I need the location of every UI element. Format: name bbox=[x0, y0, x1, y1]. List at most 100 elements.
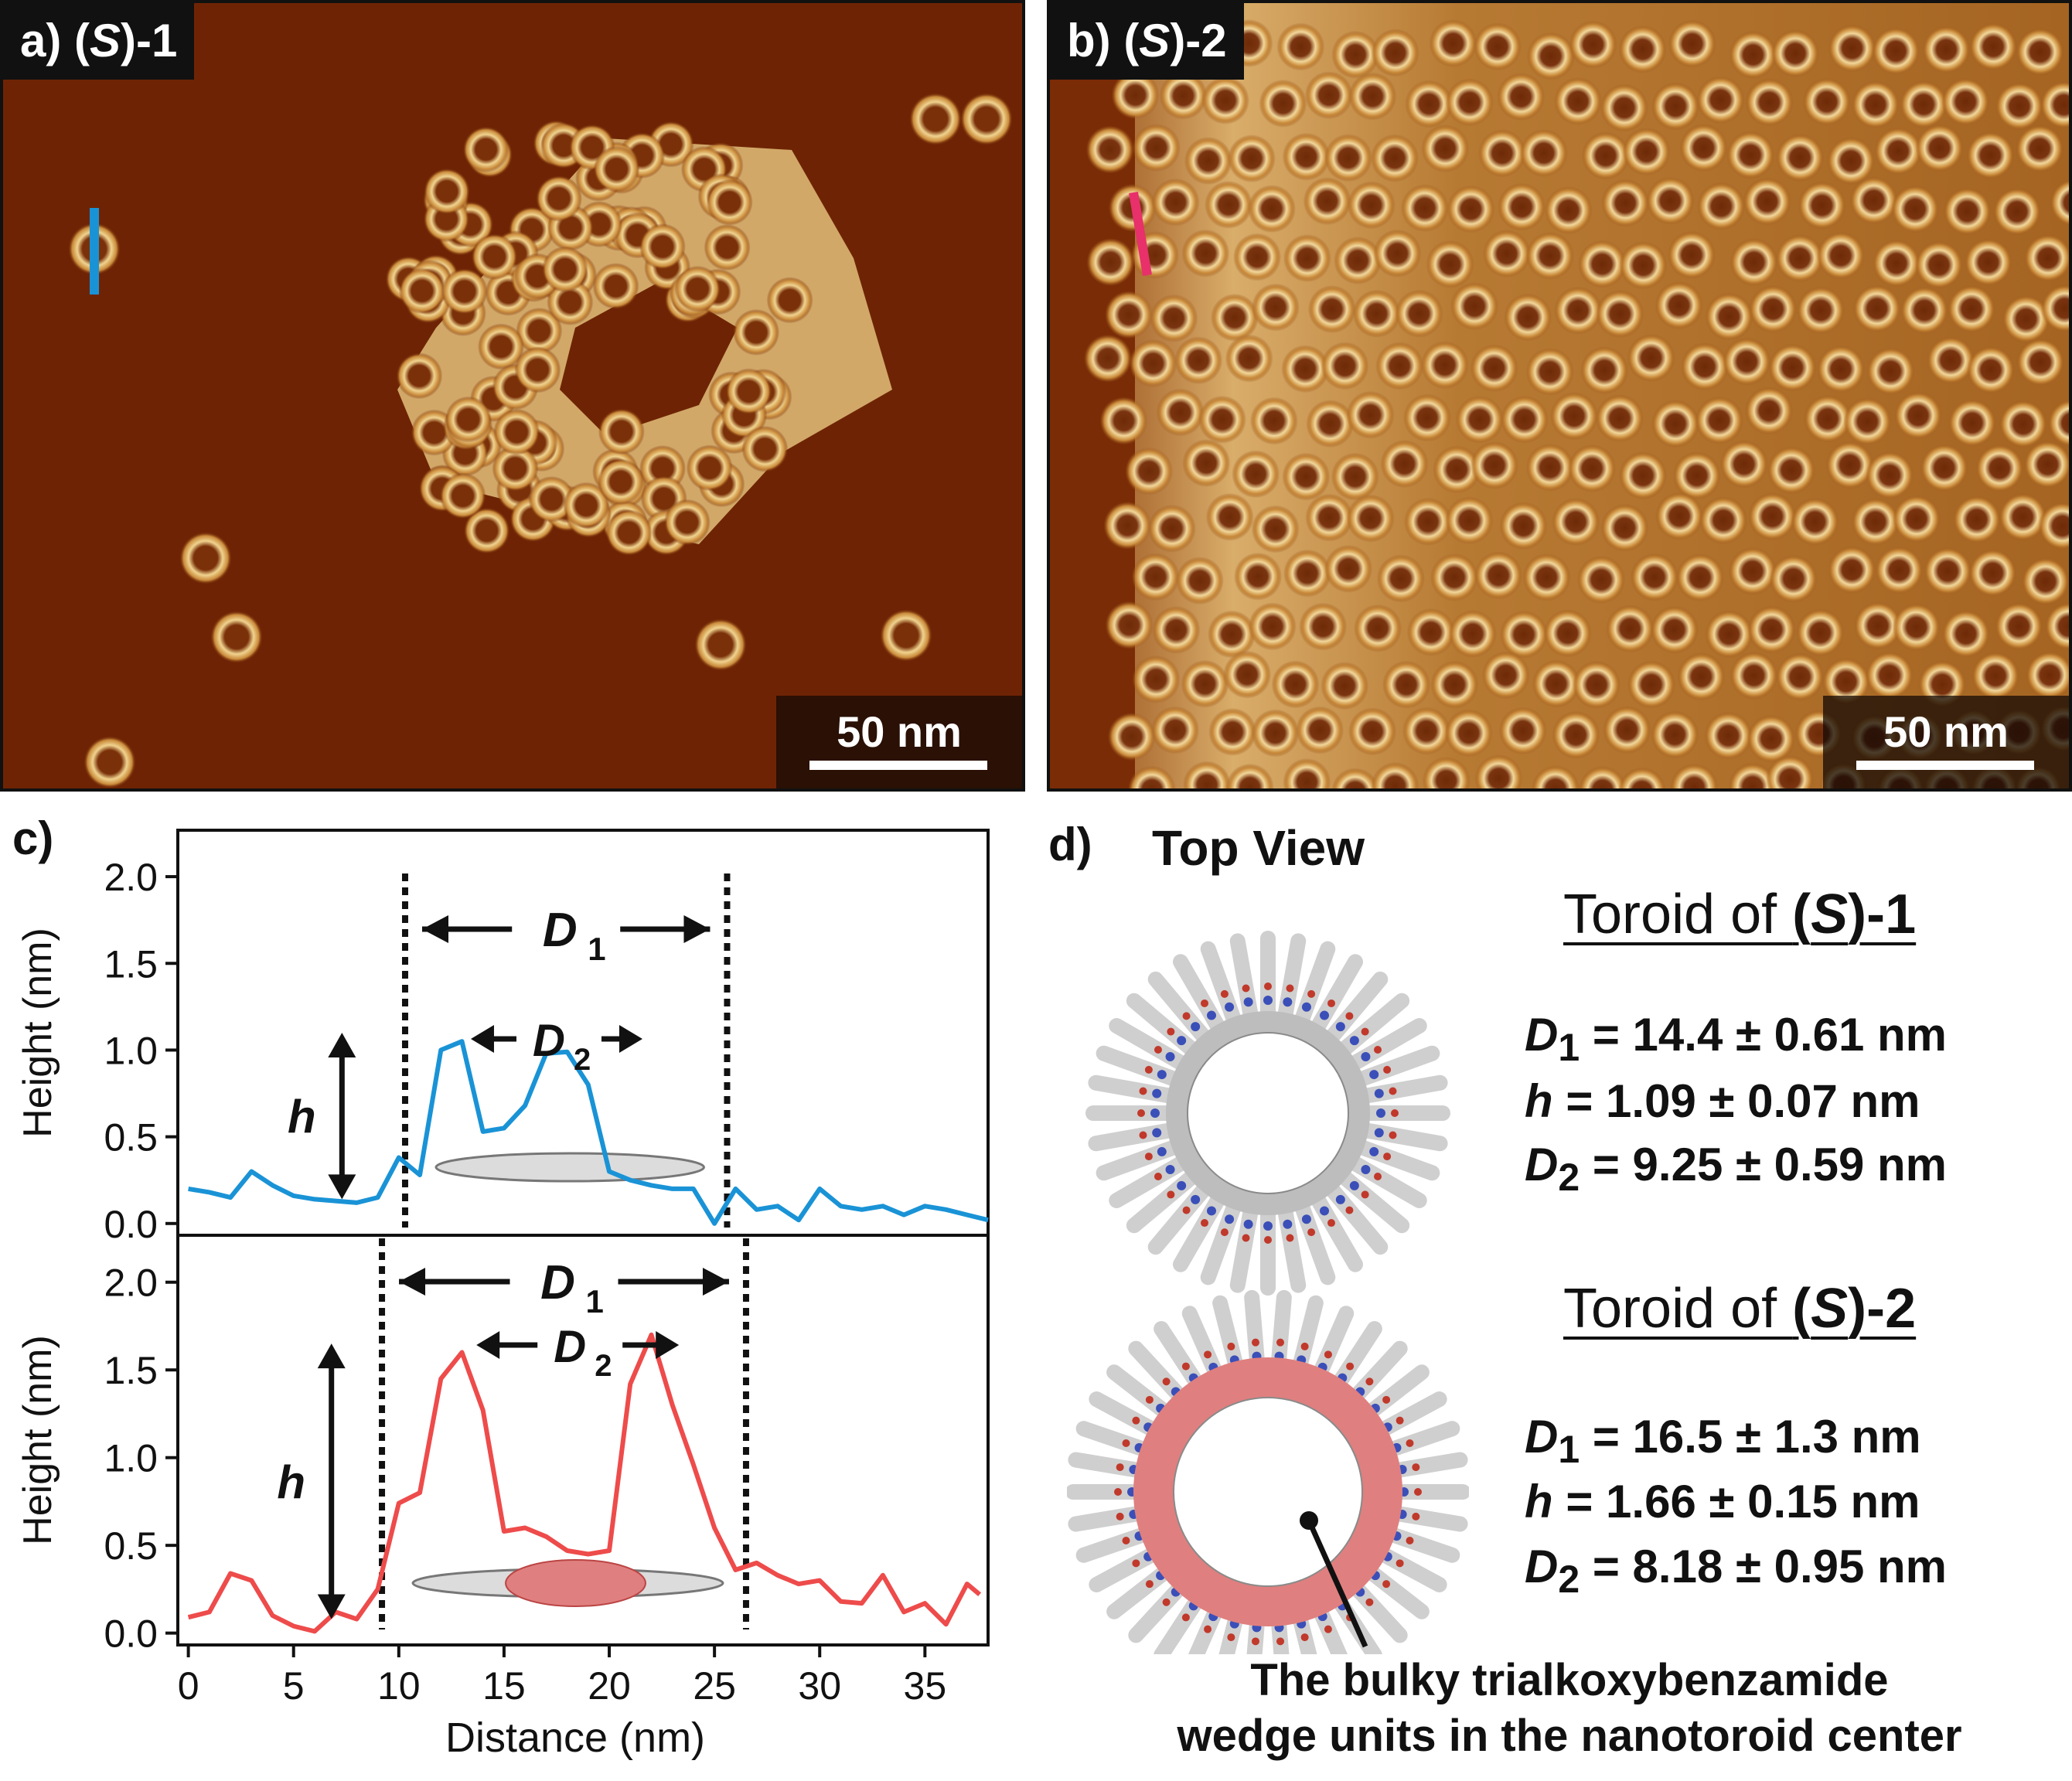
d2-arrowhead bbox=[656, 1331, 680, 1359]
oxygen-dot bbox=[1406, 1439, 1414, 1448]
oxygen-dot bbox=[1374, 1046, 1382, 1054]
toroid-1-d1: D1 = 14.4 ± 0.61 nm bbox=[1525, 1009, 1948, 1069]
x-tick-label: 10 bbox=[377, 1664, 421, 1708]
d2-arrowhead bbox=[476, 1331, 500, 1359]
y-tick-label: 0.0 bbox=[104, 1203, 158, 1246]
h-label: h bbox=[288, 1091, 316, 1143]
oxygen-dot bbox=[1300, 1342, 1309, 1350]
toroid-1-heading: Toroid of (S)-1 bbox=[1563, 884, 1917, 945]
d1-label: D bbox=[540, 1256, 575, 1309]
oxygen-dot bbox=[1396, 1416, 1404, 1425]
oxygen-dot bbox=[1139, 1087, 1147, 1095]
oxygen-dot bbox=[1251, 1338, 1259, 1347]
amide-dot bbox=[1157, 1070, 1167, 1080]
oxygen-dot bbox=[1396, 1559, 1404, 1568]
amide-dot bbox=[1283, 997, 1293, 1007]
profile-marker-b bbox=[1129, 192, 1152, 276]
y-axis-label: Height (nm) bbox=[15, 1335, 60, 1545]
afm-surface-b bbox=[1050, 3, 2069, 788]
d2-subscript: 2 bbox=[574, 1043, 591, 1077]
x-tick-label: 20 bbox=[588, 1664, 631, 1708]
amide-dot bbox=[1165, 1165, 1175, 1174]
oxygen-dot bbox=[1327, 999, 1335, 1007]
x-tick-label: 35 bbox=[904, 1664, 947, 1708]
y-tick-label: 1.0 bbox=[104, 1437, 158, 1480]
oxygen-dot bbox=[1204, 1350, 1212, 1359]
x-tick-label: 5 bbox=[283, 1664, 305, 1708]
amide-dot bbox=[1320, 1206, 1329, 1216]
amide-dot bbox=[1361, 1052, 1371, 1061]
h-label: h bbox=[277, 1456, 305, 1508]
oxygen-dot bbox=[1251, 1637, 1259, 1646]
toroid-inner-edge bbox=[1173, 1397, 1363, 1587]
d1-arrowhead bbox=[702, 1268, 729, 1296]
oxygen-dot bbox=[1324, 1625, 1332, 1633]
oxygen-dot bbox=[1132, 1559, 1140, 1568]
oxygen-dot bbox=[1406, 1536, 1414, 1544]
y-tick-label: 1.5 bbox=[104, 942, 158, 986]
oxygen-dot bbox=[1361, 1027, 1369, 1036]
amide-dot bbox=[1263, 1221, 1273, 1231]
amide-dot bbox=[1349, 1036, 1359, 1046]
oxygen-dot bbox=[1345, 1012, 1354, 1020]
toroid-1-model bbox=[1085, 931, 1450, 1296]
oxygen-dot bbox=[1327, 1219, 1335, 1228]
h-arrowhead bbox=[317, 1343, 346, 1369]
chart-frame bbox=[176, 829, 990, 1646]
oxygen-dot bbox=[1286, 1234, 1294, 1242]
oxygen-dot bbox=[1167, 1027, 1175, 1036]
scale-bar-label: 50 nm bbox=[837, 707, 962, 756]
amide-dot bbox=[1165, 1052, 1175, 1061]
oxygen-dot bbox=[1116, 1463, 1124, 1472]
d2-subscript: 2 bbox=[595, 1349, 612, 1383]
amide-dot bbox=[1361, 1165, 1371, 1174]
profile-marker-a bbox=[90, 208, 99, 295]
oxygen-dot bbox=[1201, 999, 1208, 1007]
afm-image-b: b) (S)-2 50 nm bbox=[1047, 0, 2072, 792]
x-tick-label: 25 bbox=[693, 1664, 736, 1708]
toroid-field-b bbox=[1083, 19, 2069, 788]
caption-line-2: wedge units in the nanotoroid center bbox=[1177, 1711, 1962, 1761]
oxygen-dot bbox=[1276, 1338, 1285, 1347]
oxygen-dot bbox=[1204, 1625, 1212, 1633]
amide-dot bbox=[1374, 1128, 1384, 1138]
oxygen-dot bbox=[1227, 1342, 1235, 1350]
scale-bar-line bbox=[809, 761, 987, 770]
oxygen-dot bbox=[1307, 989, 1316, 998]
oxygen-dot bbox=[1145, 1395, 1154, 1404]
oxygen-dot bbox=[1181, 1362, 1190, 1371]
amide-dot bbox=[1157, 1146, 1167, 1156]
d1-arrowhead bbox=[399, 1268, 426, 1296]
amide-dot bbox=[1177, 1036, 1187, 1046]
amide-dot bbox=[1243, 1219, 1253, 1229]
oxygen-dot bbox=[1114, 1488, 1122, 1496]
oxygen-dot bbox=[1201, 1219, 1208, 1228]
oxygen-dot bbox=[1374, 1173, 1382, 1180]
y-axis-label: Height (nm) bbox=[15, 928, 60, 1138]
oxygen-dot bbox=[1382, 1580, 1391, 1589]
h-arrowhead bbox=[317, 1594, 346, 1619]
side-view-model bbox=[435, 1152, 705, 1183]
y-tick-label: 2.0 bbox=[104, 856, 158, 899]
y-tick-label: 0.5 bbox=[104, 1524, 158, 1568]
amide-dot bbox=[1152, 1128, 1162, 1138]
y-tick-label: 1.0 bbox=[104, 1029, 158, 1072]
amide-dot bbox=[1349, 1180, 1359, 1190]
oxygen-dot bbox=[1144, 1065, 1153, 1074]
d2-arrowhead bbox=[619, 1025, 642, 1053]
amide-dot bbox=[1335, 1194, 1345, 1204]
oxygen-dot bbox=[1276, 1637, 1285, 1646]
oxygen-dot bbox=[1264, 982, 1272, 990]
caption-line-1: The bulky trialkoxybenzamide bbox=[1250, 1655, 1889, 1705]
toroid-1-d2: D2 = 9.25 ± 0.59 nm bbox=[1525, 1139, 1948, 1199]
oxygen-dot bbox=[1412, 1463, 1420, 1472]
toroid-2-d2: D2 = 8.18 ± 0.95 nm bbox=[1525, 1541, 1948, 1601]
h-arrowhead bbox=[328, 1033, 356, 1057]
oxygen-dot bbox=[1162, 1377, 1171, 1386]
oxygen-dot bbox=[1300, 1633, 1309, 1642]
oxygen-dot bbox=[1286, 984, 1294, 993]
panel-d-caption: The bulky trialkoxybenzamide wedge units… bbox=[1067, 1653, 2072, 1764]
oxygen-dot bbox=[1144, 1153, 1153, 1161]
oxygen-dot bbox=[1116, 1512, 1124, 1520]
